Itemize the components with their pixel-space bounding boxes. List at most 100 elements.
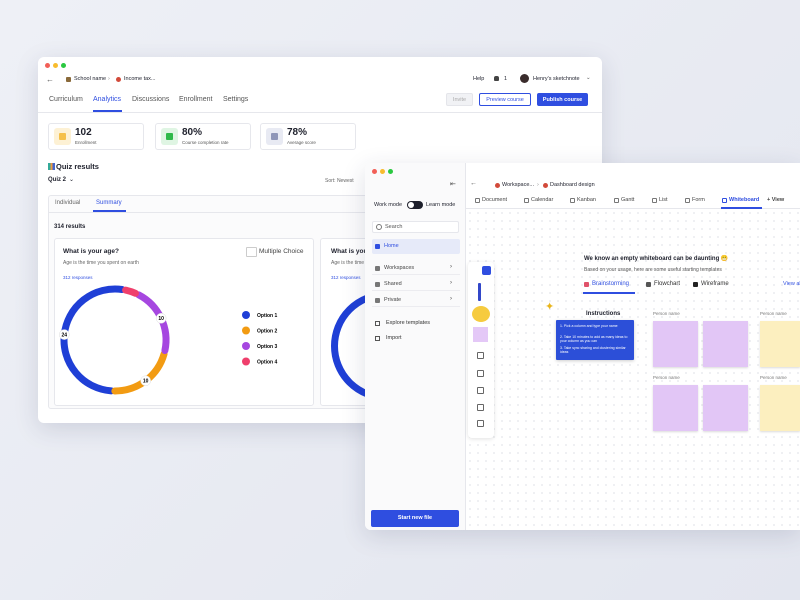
tool[interactable] — [477, 420, 484, 427]
tool[interactable] — [477, 387, 484, 394]
collapse-icon[interactable]: ⇤ — [450, 181, 456, 188]
back-arrow[interactable]: ← — [470, 180, 477, 187]
tool[interactable] — [477, 404, 484, 411]
legend-swatch — [242, 357, 250, 366]
divider — [49, 212, 602, 213]
whiteboard-heading: We know an empty whiteboard can be daunt… — [584, 256, 729, 262]
breadcrumb[interactable]: Dashboard design — [550, 182, 595, 188]
maximize-dot[interactable] — [388, 169, 393, 174]
view-tab[interactable]: List — [659, 197, 668, 203]
sticky-note[interactable] — [760, 385, 800, 431]
view-tab[interactable]: + View — [767, 197, 785, 203]
stat-icon-glyph — [59, 133, 66, 140]
view-tab[interactable]: Individual — [55, 200, 81, 206]
segment-label: 10 — [143, 379, 149, 385]
nav-active — [372, 239, 460, 254]
sticky-note[interactable] — [760, 321, 800, 367]
back-arrow[interactable]: ← — [46, 75, 54, 84]
donut-chart: 24 Option 1 10 Option 2 10 Option 3 Option 4 — [59, 285, 277, 395]
user-name[interactable]: Henry's sketchnote — [533, 76, 580, 82]
button: Invite — [446, 93, 473, 106]
template-tab[interactable]: Wireframe — [701, 281, 729, 287]
tool[interactable] — [472, 306, 490, 322]
avatar[interactable] — [520, 74, 529, 83]
sparkle: ✦ — [545, 301, 555, 313]
new-file-button[interactable]: Start new file — [371, 510, 459, 527]
view-tab[interactable]: Gantt — [621, 197, 635, 203]
nav-item[interactable]: Shared — [384, 281, 402, 287]
close-dot[interactable] — [45, 63, 50, 68]
instruction-step: 1. Pick a column and type your name — [560, 324, 618, 328]
divider — [466, 208, 800, 209]
chevron: › — [450, 296, 452, 302]
close-dot[interactable] — [372, 169, 377, 174]
minimize-dot[interactable] — [53, 63, 58, 68]
tool[interactable] — [478, 283, 481, 301]
view-tab[interactable]: Whiteboard — [729, 197, 760, 203]
view-icon — [475, 198, 480, 203]
tab[interactable]: Enrollment — [179, 96, 213, 103]
nav-icon — [375, 244, 380, 249]
tool[interactable] — [473, 327, 488, 342]
nav-item[interactable]: Home — [384, 243, 399, 249]
tool[interactable] — [477, 370, 484, 377]
divider — [372, 274, 460, 275]
sticky-note[interactable] — [653, 321, 698, 367]
nav-item[interactable]: Explore templates — [386, 320, 431, 326]
view-icon — [614, 198, 619, 203]
breadcrumb[interactable]: School name — [74, 76, 107, 82]
stat-card: 80% Course completion rate — [155, 123, 251, 150]
breadcrumb[interactable]: Income tax... — [124, 76, 156, 82]
question-card: What is your age? Multiple Choice Age is t… — [54, 238, 314, 406]
notification-count: 1 — [504, 76, 508, 82]
button[interactable]: Publish course — [537, 93, 588, 106]
whiteboard-canvas[interactable] — [466, 209, 800, 530]
template-tab[interactable]: Brainstorming — [592, 281, 630, 287]
tab[interactable]: Analytics — [93, 96, 122, 103]
maximize-dot[interactable] — [61, 63, 66, 68]
sticky-note[interactable] — [703, 321, 748, 367]
minimize-dot[interactable] — [380, 169, 385, 174]
stat-value: 102 — [75, 127, 92, 138]
template-icon — [584, 282, 589, 287]
search-box[interactable] — [372, 221, 459, 233]
view-tab[interactable]: Calendar — [531, 197, 554, 203]
view-tab[interactable]: Form — [692, 197, 705, 203]
view-tab[interactable]: Document — [482, 197, 508, 203]
tab[interactable]: Curriculum — [49, 96, 83, 103]
sort-select[interactable]: Sort: Newest — [325, 178, 354, 184]
quiz-select[interactable]: Quiz 2 — [48, 177, 67, 183]
instructions-title: Instructions — [586, 311, 621, 317]
legend-label: Option 2 — [257, 329, 277, 335]
nav-item[interactable]: Workspaces — [384, 265, 415, 271]
tool[interactable] — [482, 266, 491, 275]
nav-item[interactable]: Import — [386, 335, 402, 341]
mode-toggle[interactable] — [407, 201, 423, 209]
sticky-note[interactable] — [703, 385, 748, 431]
section-icon — [48, 163, 55, 170]
template-icon — [693, 282, 698, 287]
chevron: ⌄ — [586, 75, 591, 81]
sidebar — [365, 163, 466, 530]
tab-underline — [93, 110, 122, 112]
sticky-note[interactable] — [653, 385, 698, 431]
tool[interactable] — [477, 352, 484, 359]
tab[interactable]: Discussions — [132, 96, 170, 103]
breadcrumb[interactable]: Workspace... — [502, 182, 534, 188]
help-link[interactable]: Help — [473, 76, 485, 82]
question-description: Age is the time you spent on earth — [63, 260, 139, 266]
view-tab[interactable]: Kanban — [577, 197, 596, 203]
tab[interactable]: Settings — [223, 96, 249, 103]
template-tab[interactable]: Flowchart — [654, 281, 681, 287]
view-tab[interactable]: Summary — [96, 200, 122, 206]
legend-swatch — [242, 342, 250, 350]
page-icon — [116, 77, 121, 82]
tab-underline — [583, 292, 635, 294]
divider — [38, 112, 602, 113]
button[interactable]: Preview course — [479, 93, 531, 106]
nav-item[interactable]: Private — [384, 297, 402, 303]
view-all-link[interactable]: View all — [783, 281, 800, 287]
instructions-box: 1. Pick a column and type your name 2. Ta… — [556, 320, 634, 360]
bell-icon[interactable] — [494, 76, 499, 81]
